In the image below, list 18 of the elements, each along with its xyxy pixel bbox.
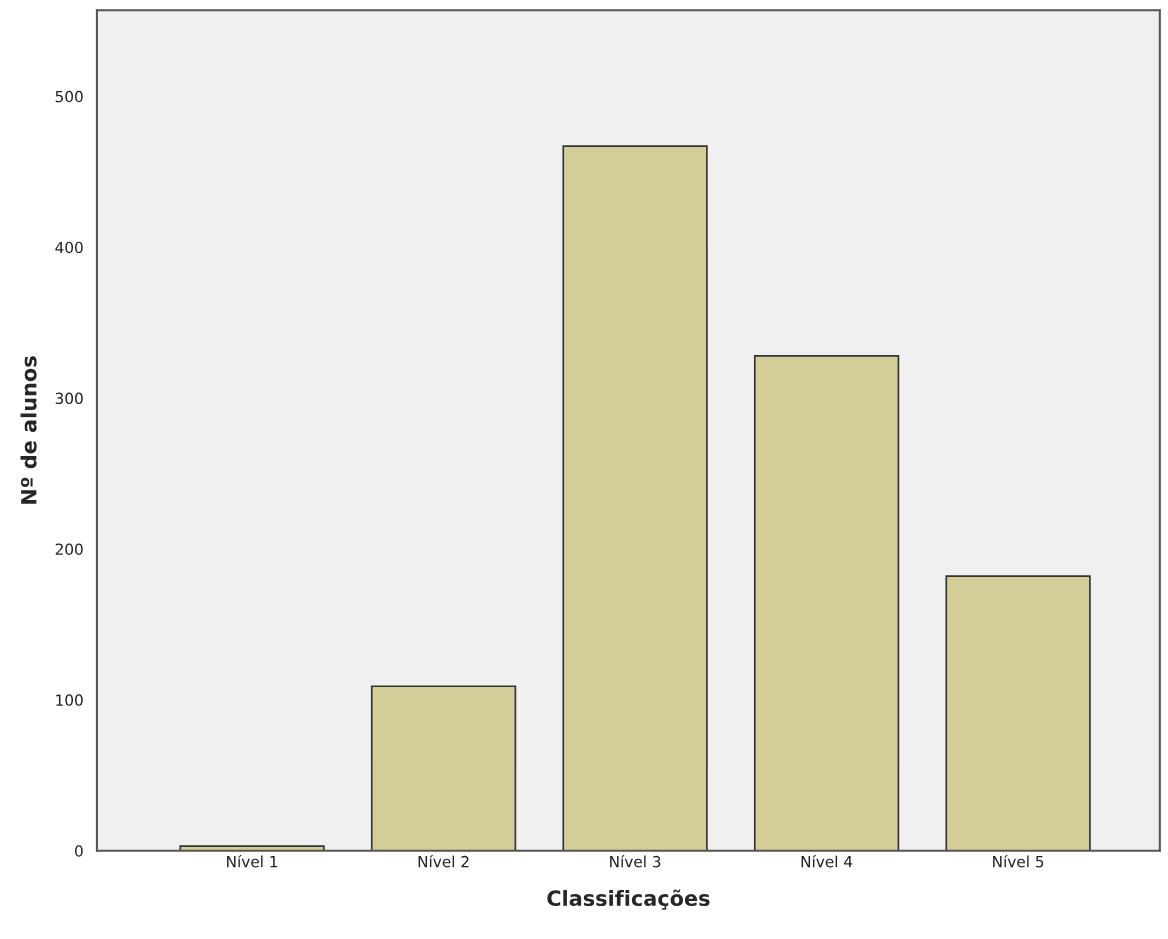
y-tick-label: 0 [75, 845, 83, 857]
y-tick-label: 300 [55, 392, 83, 405]
bar [753, 355, 900, 851]
bar [945, 575, 1091, 851]
x-tick-label: Nível 2 [418, 854, 469, 868]
x-tick-label: Nível 1 [227, 854, 278, 868]
y-axis-title: Nº de alunos [20, 356, 37, 504]
y-tick-label: 400 [55, 241, 83, 254]
bar [562, 145, 708, 851]
x-tick-label: Nível 4 [801, 854, 853, 868]
bar [179, 845, 325, 851]
x-axis-title: Classificações [547, 889, 710, 910]
x-tick-label: Nível 3 [610, 854, 661, 868]
bar [370, 685, 517, 851]
x-tick-label: Nível 5 [993, 854, 1044, 868]
y-tick-label: 500 [55, 90, 83, 103]
y-tick-label: 100 [56, 694, 83, 706]
y-tick-label: 200 [55, 543, 83, 555]
